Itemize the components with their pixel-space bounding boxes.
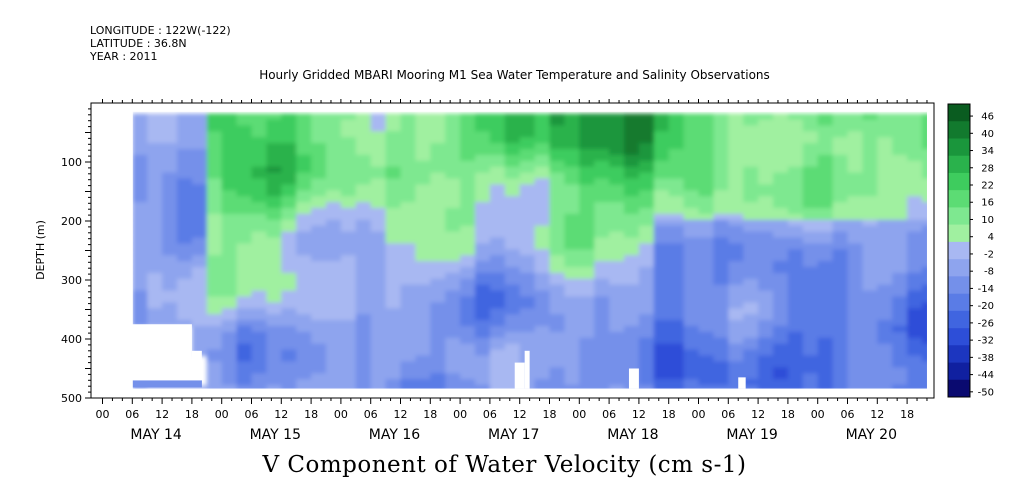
x-hour-tick-label: 12	[870, 408, 884, 421]
x-hour-tick-label: 00	[96, 408, 110, 421]
x-day-label: MAY 16	[369, 427, 420, 443]
colorbar-swatch	[948, 207, 970, 225]
mask-gap-1	[524, 350, 530, 389]
colorbar-swatch	[948, 345, 970, 363]
x-hour-tick-label: 12	[394, 408, 408, 421]
plot-title: Hourly Gridded MBARI Mooring M1 Sea Wate…	[259, 68, 770, 82]
x-hour-tick-label: 18	[423, 408, 437, 421]
mask-right	[926, 103, 934, 398]
colorbar-label: 46	[981, 112, 994, 123]
axes: 00 06 12 18 00 06 12 18 00 06 12 18 00 06 12 18 00 06 12 18…	[61, 99, 928, 443]
colorbar-swatch	[948, 138, 970, 157]
colorbar-label: -32	[978, 336, 994, 347]
colorbar-label: 16	[981, 198, 994, 209]
x-hour-tick-label: 18	[304, 408, 318, 421]
heatmap-cells	[132, 113, 934, 392]
colorbar-frame	[947, 103, 971, 398]
x-hour-tick-label: 00	[572, 408, 586, 421]
colorbar-label: -2	[984, 249, 994, 260]
x-day-label: MAY 14	[130, 427, 181, 443]
x-hour-tick-label: 06	[841, 408, 855, 421]
x-hour-tick-label: 00	[811, 408, 825, 421]
colorbar-label: -26	[978, 318, 994, 329]
x-hour-tick-label: 18	[185, 408, 199, 421]
colorbar-swatch	[948, 155, 970, 174]
latitude-label: LATITUDE : 36.8N	[90, 37, 187, 50]
colorbar-swatch	[948, 190, 970, 208]
x-day-label: MAY 20	[846, 427, 897, 443]
early-bottom-strip	[122, 380, 202, 388]
x-hour-tick-label: 06	[483, 408, 497, 421]
colorbar-label: -14	[978, 284, 994, 295]
mask-left	[91, 103, 133, 398]
y-tick-label: 100	[61, 156, 82, 169]
colorbar-swatch	[948, 276, 970, 294]
x-hour-tick-label: 00	[692, 408, 706, 421]
x-hour-tick-label: 00	[215, 408, 229, 421]
colorbar-swatch	[948, 379, 970, 398]
x-day-label: MAY 19	[726, 427, 777, 443]
colorbar-label: -20	[978, 301, 994, 312]
mask-gap-b	[191, 350, 202, 381]
x-hour-tick-label: 12	[751, 408, 765, 421]
colorbar-swatch	[948, 293, 970, 312]
colorbar-swatch	[948, 224, 970, 243]
colorbar-swatch	[948, 328, 970, 346]
x-hour-tick-label: 06	[721, 408, 735, 421]
year-label: YEAR : 2011	[90, 50, 158, 63]
colorbar-label: 34	[981, 146, 994, 157]
colorbar-label: 40	[981, 129, 994, 140]
colorbar: 46 40 34 28 22 16 10 4 -2 -8 -14 -20 -26 -32 -38 -44 -50	[947, 103, 994, 398]
missing-data-mask	[91, 103, 934, 398]
colorbar-swatch	[948, 362, 970, 381]
x-hour-tick-label: 06	[125, 408, 139, 421]
colorbar-label: -8	[984, 267, 994, 278]
x-hour-tick-label: 18	[781, 408, 795, 421]
x-hour-tick-label: 18	[900, 408, 914, 421]
x-hour-tick-label: 18	[543, 408, 557, 421]
x-day-label: MAY 15	[250, 427, 301, 443]
colorbar-label: 28	[981, 163, 994, 174]
colorbar-label: -38	[978, 353, 994, 364]
x-hour-tick-label: 18	[662, 408, 676, 421]
variable-title: V Component of Water Velocity (cm s-1)	[262, 452, 747, 478]
y-tick-label: 200	[61, 215, 82, 228]
y-tick-label: 300	[61, 274, 82, 287]
heatmap-field	[122, 113, 934, 392]
colorbar-label: 4	[988, 232, 994, 243]
x-hour-tick-label: 12	[632, 408, 646, 421]
x-hour-tick-label: 00	[453, 408, 467, 421]
mask-gap-2	[628, 368, 639, 389]
colorbar-swatch	[948, 172, 970, 191]
mask-gap-3	[738, 377, 746, 389]
y-tick-label: 400	[61, 333, 82, 346]
y-axis-label: DEPTH (m)	[34, 220, 47, 280]
colorbar-swatch	[948, 121, 970, 139]
x-hour-tick-label: 00	[334, 408, 348, 421]
x-hour-tick-label: 06	[364, 408, 378, 421]
mask-top	[91, 103, 934, 112]
x-hour-tick-label: 12	[155, 408, 169, 421]
x-hour-tick-label: 12	[513, 408, 527, 421]
x-hour-tick-label: 06	[602, 408, 616, 421]
colorbar-label: 10	[981, 215, 994, 226]
colorbar-swatch	[948, 104, 970, 122]
x-hour-tick-label: 06	[245, 408, 259, 421]
x-day-label: MAY 18	[607, 427, 658, 443]
mask-bottom	[91, 388, 934, 398]
colorbar-swatch	[948, 241, 970, 260]
y-tick-label: 500	[61, 392, 82, 405]
colorbar-label: 22	[981, 181, 994, 192]
x-day-label: MAY 17	[488, 427, 539, 443]
colorbar-label: -50	[978, 387, 994, 398]
mask-gap-a	[132, 324, 192, 381]
colorbar-swatch	[948, 310, 970, 329]
x-hour-tick-label: 12	[274, 408, 288, 421]
colorbar-label: -44	[978, 370, 994, 381]
mask-gap-0	[514, 362, 525, 389]
colorbar-swatch	[948, 259, 970, 277]
longitude-label: LONGITUDE : 122W(-122)	[90, 24, 231, 37]
